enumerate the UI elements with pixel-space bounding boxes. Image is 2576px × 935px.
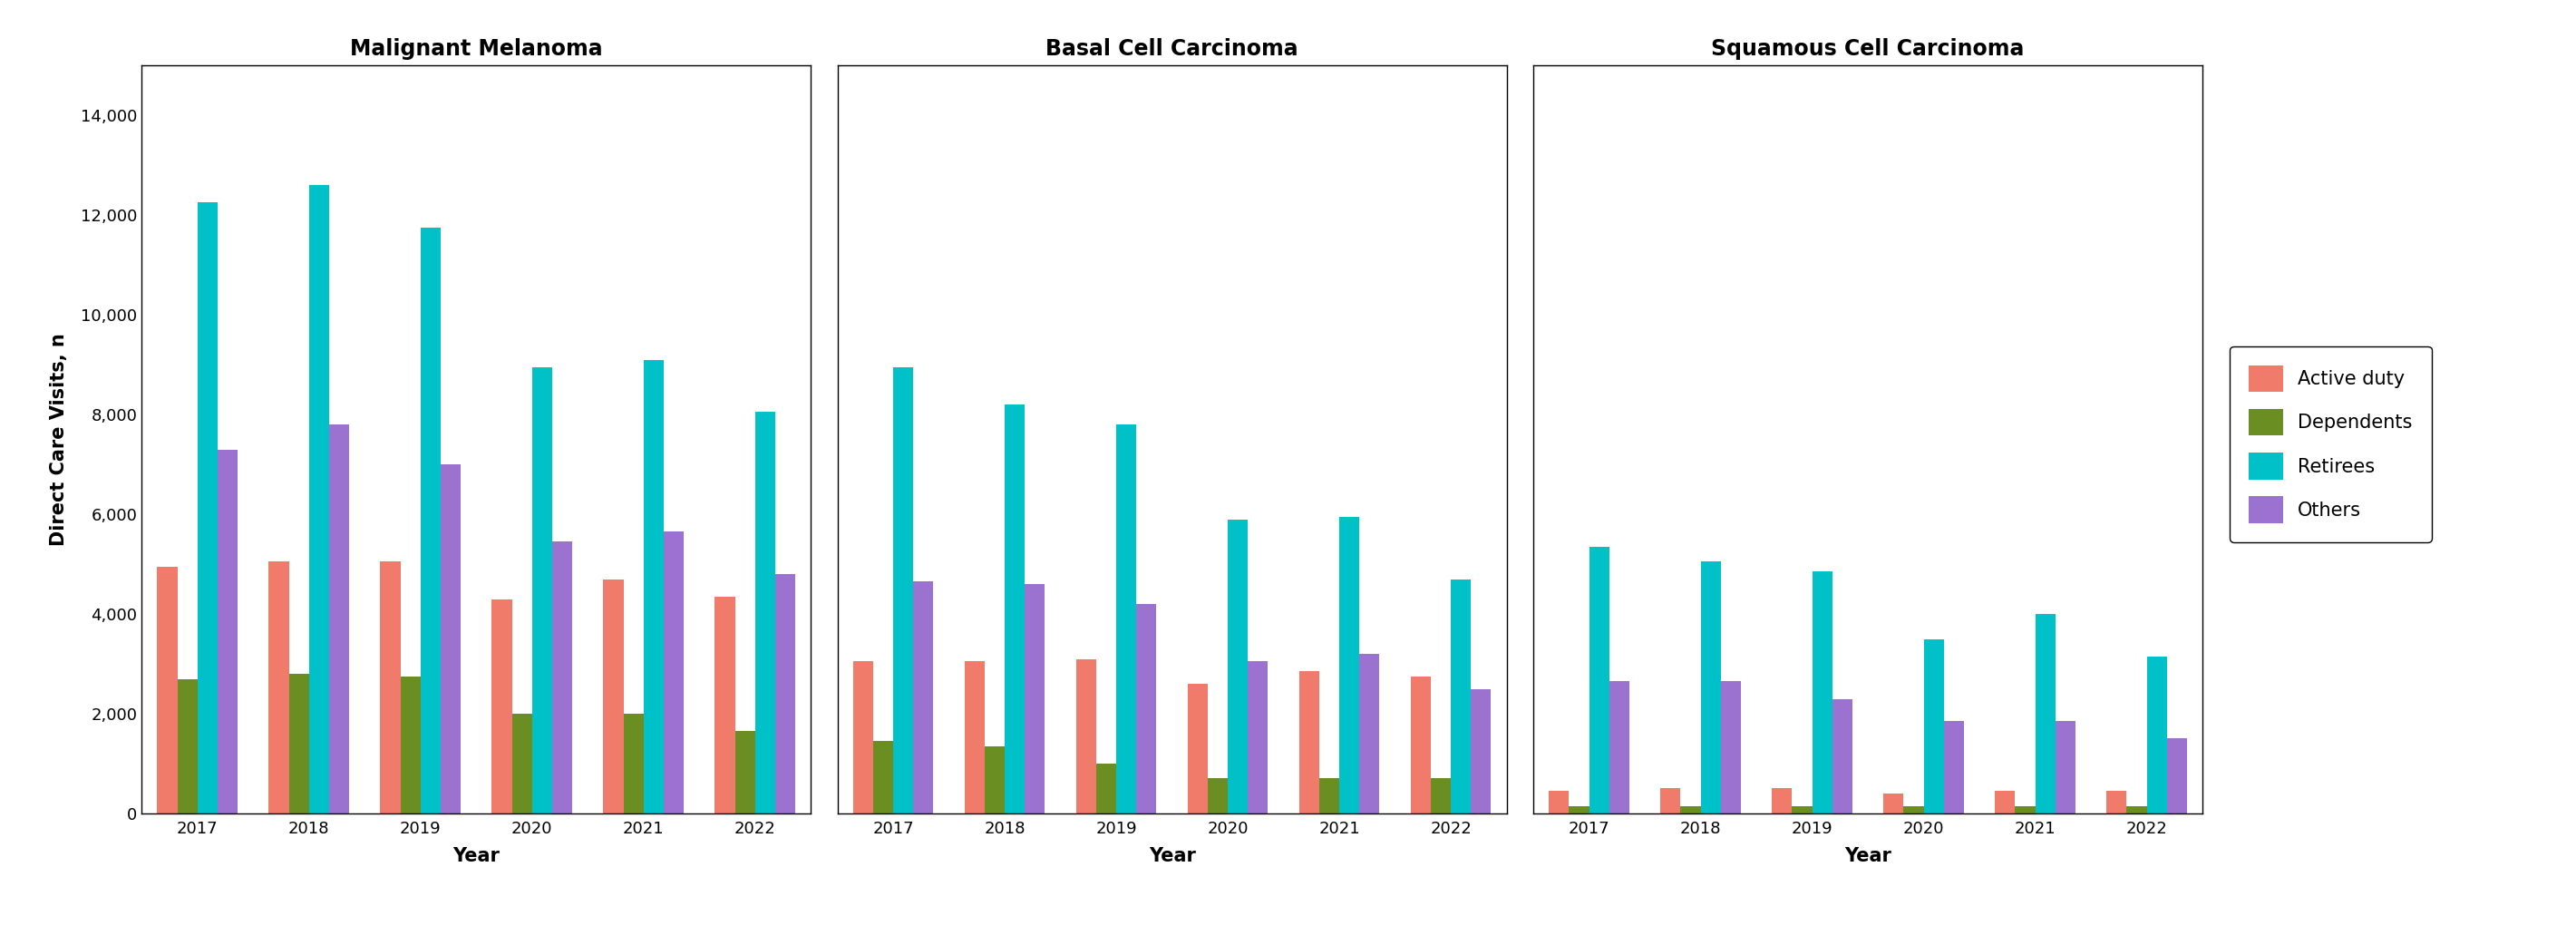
Bar	[1319, 779, 1340, 813]
Bar	[1360, 654, 1381, 813]
Bar	[1471, 689, 1492, 813]
Bar	[963, 661, 984, 813]
Bar	[492, 599, 513, 813]
Bar	[420, 227, 440, 813]
Bar	[2166, 739, 2187, 813]
Bar	[1610, 682, 1628, 813]
Bar	[775, 574, 796, 813]
Bar	[665, 532, 683, 813]
Bar	[1430, 779, 1450, 813]
Bar	[1115, 424, 1136, 813]
Legend: Active duty, Dependents, Retirees, Others: Active duty, Dependents, Retirees, Other…	[2231, 346, 2432, 542]
Bar	[1188, 683, 1208, 813]
Bar	[551, 541, 572, 813]
Bar	[2128, 806, 2146, 813]
Bar	[1832, 698, 1852, 813]
Bar	[1700, 562, 1721, 813]
Bar	[2014, 806, 2035, 813]
Bar	[178, 679, 198, 813]
Bar	[914, 582, 933, 813]
Bar	[1136, 604, 1157, 813]
Bar	[1340, 517, 1360, 813]
Title: Basal Cell Carcinoma: Basal Cell Carcinoma	[1046, 38, 1298, 60]
Title: Squamous Cell Carcinoma: Squamous Cell Carcinoma	[1710, 38, 2025, 60]
Bar	[1412, 676, 1430, 813]
Bar	[1662, 788, 1680, 813]
Bar	[755, 412, 775, 813]
Bar	[440, 465, 461, 813]
Bar	[2107, 791, 2128, 813]
Bar	[1994, 791, 2014, 813]
Bar	[1924, 639, 1945, 813]
Bar	[1025, 584, 1046, 813]
Bar	[1208, 779, 1229, 813]
Bar	[716, 597, 734, 813]
Bar	[1793, 806, 1811, 813]
Bar	[1005, 405, 1025, 813]
Bar	[268, 562, 289, 813]
Bar	[1569, 806, 1589, 813]
Y-axis label: Direct Care Visits, n: Direct Care Visits, n	[49, 333, 67, 546]
Bar	[853, 661, 873, 813]
Bar	[1247, 661, 1267, 813]
Bar	[1680, 806, 1700, 813]
X-axis label: Year: Year	[1844, 847, 1891, 866]
Bar	[1097, 764, 1115, 813]
Title: Malignant Melanoma: Malignant Melanoma	[350, 38, 603, 60]
Bar	[1450, 579, 1471, 813]
Bar	[2146, 656, 2166, 813]
X-axis label: Year: Year	[453, 847, 500, 866]
Bar	[157, 567, 178, 813]
Bar	[1883, 794, 1904, 813]
Bar	[1548, 791, 1569, 813]
Bar	[644, 360, 665, 813]
Bar	[1772, 788, 1793, 813]
Bar	[1811, 571, 1832, 813]
Bar	[1589, 547, 1610, 813]
Bar	[623, 713, 644, 813]
Bar	[381, 562, 399, 813]
Bar	[1229, 519, 1247, 813]
Bar	[734, 731, 755, 813]
Bar	[1904, 806, 1924, 813]
Bar	[309, 185, 330, 813]
X-axis label: Year: Year	[1149, 847, 1195, 866]
Bar	[1077, 659, 1097, 813]
Bar	[873, 741, 894, 813]
Bar	[289, 674, 309, 813]
Bar	[2035, 614, 2056, 813]
Bar	[330, 424, 350, 813]
Bar	[894, 367, 914, 813]
Bar	[216, 450, 237, 813]
Bar	[513, 713, 533, 813]
Bar	[2056, 721, 2076, 813]
Bar	[603, 579, 623, 813]
Bar	[399, 676, 420, 813]
Bar	[1298, 671, 1319, 813]
Bar	[1945, 721, 1963, 813]
Bar	[984, 746, 1005, 813]
Bar	[1721, 682, 1741, 813]
Bar	[533, 367, 551, 813]
Bar	[198, 203, 216, 813]
